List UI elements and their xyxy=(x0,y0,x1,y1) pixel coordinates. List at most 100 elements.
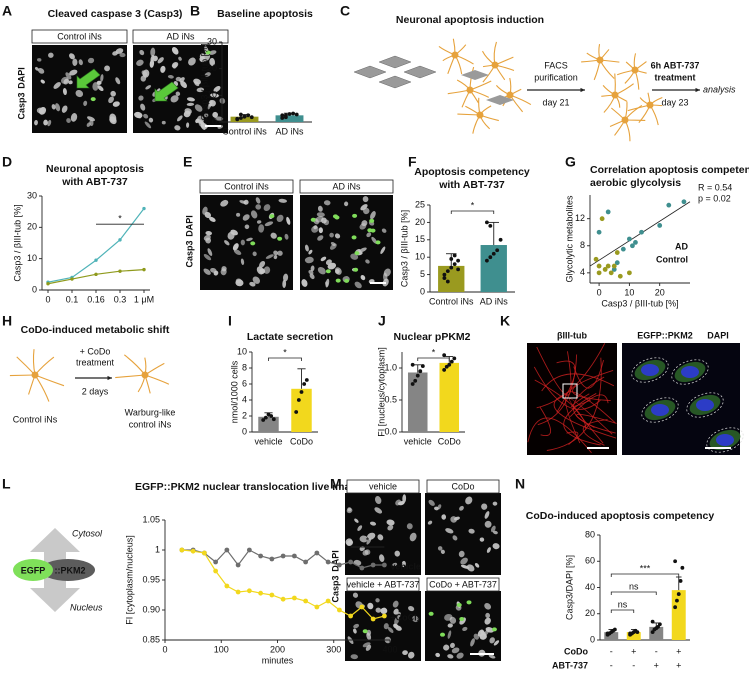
data-point xyxy=(302,382,307,386)
label-box xyxy=(132,29,229,44)
data-point xyxy=(271,417,276,422)
scale-bar xyxy=(205,125,221,127)
data-point xyxy=(418,369,423,374)
nucleus xyxy=(334,267,342,275)
casp3-cell xyxy=(354,251,360,256)
nucleus xyxy=(69,53,75,60)
neuron xyxy=(581,43,620,81)
x-tick-label: 0.3 xyxy=(114,294,127,304)
condition-value: - xyxy=(610,646,613,656)
day-label: day 21 xyxy=(542,97,569,107)
y-axis-label: Casp3 / βIII-tub [%] xyxy=(12,204,22,281)
x-axis-label: minutes xyxy=(262,655,294,665)
nucleus xyxy=(145,85,152,90)
nucleus xyxy=(202,206,208,215)
nucleus xyxy=(167,74,174,79)
series-point xyxy=(142,267,146,272)
nucleus xyxy=(240,258,245,265)
nucleus xyxy=(466,564,475,572)
nucleus xyxy=(473,633,479,640)
y-tick-label: 8 xyxy=(580,240,585,250)
series-point xyxy=(235,589,241,595)
compartment-label: Cytosol xyxy=(72,528,103,538)
nucleus xyxy=(86,122,91,127)
condition-value: + xyxy=(631,646,636,656)
nucleus xyxy=(70,113,78,122)
nucleus xyxy=(380,607,388,615)
chart-title: CoDo-induced apoptosis competency xyxy=(526,510,715,522)
data-point xyxy=(410,362,415,367)
bar xyxy=(230,116,259,122)
bar xyxy=(439,362,460,432)
nucleus xyxy=(354,518,359,523)
data-point xyxy=(304,378,309,382)
step-label: 6h ABT-737 xyxy=(651,60,700,70)
y-tick-label: 25 xyxy=(415,199,425,209)
data-point xyxy=(291,111,296,116)
nucleus xyxy=(186,102,195,106)
data-point xyxy=(657,622,662,627)
series-point xyxy=(46,282,50,286)
series-point xyxy=(224,583,230,589)
panel-letter: K xyxy=(500,313,510,329)
channel-label: EGFP::PKM2 xyxy=(637,330,693,340)
casp3-cell xyxy=(456,602,462,607)
nucleus xyxy=(651,404,669,416)
scatter-point xyxy=(596,263,602,269)
panel-title: EGFP::PKM2 nuclear translocation live im… xyxy=(135,481,372,493)
scatter-point xyxy=(620,246,626,252)
neurite xyxy=(537,354,578,426)
data-point xyxy=(452,356,457,361)
nucleus xyxy=(392,600,399,608)
nucleus xyxy=(394,616,400,625)
nucleus xyxy=(366,629,372,636)
nucleus xyxy=(477,629,485,637)
nucleus xyxy=(364,549,371,555)
nucleus xyxy=(194,104,203,112)
y-tick-label: 15 xyxy=(415,234,425,244)
y-tick-label: 10 xyxy=(415,252,425,262)
neurite xyxy=(34,374,65,387)
nucleus xyxy=(344,201,349,207)
outline xyxy=(706,427,744,453)
nucleus xyxy=(310,265,315,272)
image-label: Control iNs xyxy=(224,181,269,191)
soma xyxy=(451,51,459,59)
nucleus xyxy=(374,507,383,514)
x-tick-label: 100 xyxy=(214,644,229,654)
nucleus xyxy=(308,269,314,275)
nucleus xyxy=(481,503,488,510)
panel-letter: M xyxy=(330,476,342,492)
casp3-cell xyxy=(466,600,472,605)
nucleus xyxy=(318,227,323,234)
series-label: +CoCl₂ xyxy=(390,612,420,622)
nucleus xyxy=(40,79,45,84)
scatter-point xyxy=(657,223,663,228)
neurite xyxy=(566,431,579,445)
arrow-marker xyxy=(76,68,101,89)
nucleus xyxy=(412,615,419,623)
nucleus xyxy=(492,543,500,550)
nucleus xyxy=(304,244,309,252)
neurite xyxy=(546,357,602,451)
step-label: treatment xyxy=(76,357,115,367)
y-tick-label: 20 xyxy=(585,608,595,618)
scatter-point xyxy=(626,236,632,242)
nucleus xyxy=(488,654,496,659)
nucleus xyxy=(220,199,229,207)
condition-value: + xyxy=(676,646,681,656)
nucleus xyxy=(193,78,201,85)
y-tick-label: 1 xyxy=(155,544,160,554)
scatter-point xyxy=(681,199,687,205)
condition-value: + xyxy=(654,660,659,670)
data-point xyxy=(628,631,633,636)
data-point xyxy=(280,116,285,120)
micrograph xyxy=(200,195,293,290)
image-label: CoDo xyxy=(451,481,474,491)
neurite xyxy=(536,343,606,409)
day-label: day 23 xyxy=(661,97,688,107)
nucleus xyxy=(139,49,145,56)
nucleus xyxy=(47,119,52,127)
nucleus xyxy=(259,260,266,268)
nucleus xyxy=(447,623,453,628)
